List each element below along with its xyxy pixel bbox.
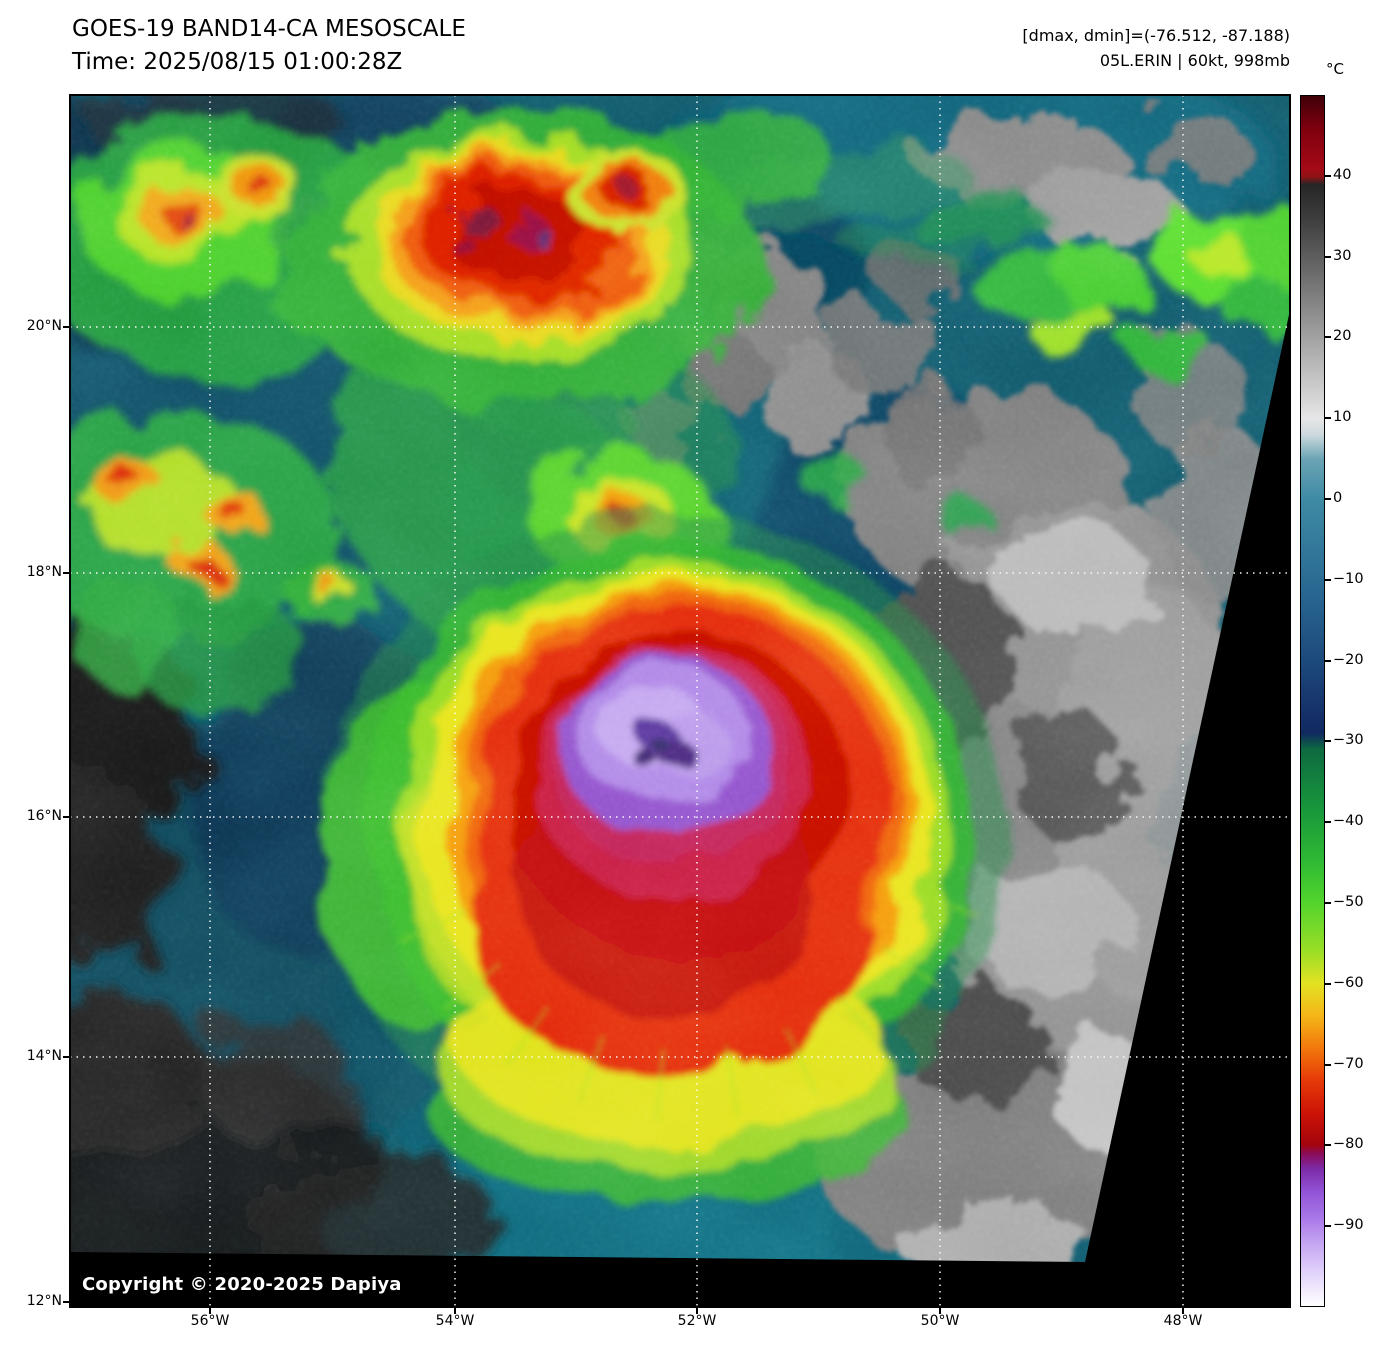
lon-label: 52°W <box>678 1313 717 1329</box>
colorbar-tick <box>1325 579 1331 581</box>
colorbar-tick <box>1325 821 1331 823</box>
lon-axis-tick <box>209 1307 211 1314</box>
colorbar-tick-label: −30 <box>1333 732 1364 748</box>
lat-axis-tick <box>63 1301 70 1303</box>
sensor-grain-texture <box>70 95 1290 1307</box>
colorbar-tick-label: −60 <box>1333 975 1364 991</box>
colorbar-tick <box>1325 740 1331 742</box>
colorbar-tick <box>1325 256 1331 258</box>
colorbar-tick <box>1325 336 1331 338</box>
colorbar-tick-label: 30 <box>1333 248 1351 264</box>
product-title: GOES-19 BAND14-CA MESOSCALE <box>72 16 466 42</box>
satellite-product-page: GOES-19 BAND14-CA MESOSCALE Time: 2025/0… <box>0 0 1390 1359</box>
colorbar-tick <box>1325 660 1331 662</box>
lat-axis-tick <box>63 572 70 574</box>
lon-axis-tick <box>1182 1307 1184 1314</box>
colorbar-tick-label: −90 <box>1333 1217 1364 1233</box>
lon-label: 54°W <box>436 1313 475 1329</box>
lat-label: 14°N <box>27 1048 62 1064</box>
satellite-map-panel: Copyright © 2020-2025 Dapiya <box>70 95 1290 1307</box>
colorbar-unit-label: °C <box>1326 60 1344 78</box>
lat-axis-tick <box>63 816 70 818</box>
colorbar-tick-label: −10 <box>1333 571 1364 587</box>
lat-label: 16°N <box>27 808 62 824</box>
colorbar-tick <box>1325 1225 1331 1227</box>
copyright-label: Copyright © 2020-2025 Dapiya <box>82 1274 402 1295</box>
colorbar-tick <box>1325 417 1331 419</box>
lon-label: 50°W <box>921 1313 960 1329</box>
colorbar-tick-label: −80 <box>1333 1136 1364 1152</box>
colorbar-tick <box>1325 902 1331 904</box>
lat-axis-tick <box>63 326 70 328</box>
colorbar-tick-label: 40 <box>1333 167 1351 183</box>
lon-axis-tick <box>696 1307 698 1314</box>
colorbar-tick-label: −40 <box>1333 813 1364 829</box>
colorbar-tick-label: −70 <box>1333 1056 1364 1072</box>
colorbar-tick <box>1325 1064 1331 1066</box>
hurricane-ir-image <box>70 95 1290 1307</box>
scan-data-region <box>70 95 1290 1307</box>
colorbar-tick-label: −20 <box>1333 652 1364 668</box>
lat-axis-tick <box>63 1056 70 1058</box>
colorbar-tick-label: −50 <box>1333 894 1364 910</box>
time-label: Time: 2025/08/15 01:00:28Z <box>72 49 402 75</box>
colorbar-tick <box>1325 983 1331 985</box>
lat-label: 18°N <box>27 564 62 580</box>
lat-label: 12°N <box>27 1293 62 1309</box>
colorbar-tick-label: 10 <box>1333 409 1351 425</box>
dmax-dmin-label: [dmax, dmin]=(-76.512, -87.188) <box>1022 26 1290 45</box>
lon-label: 56°W <box>191 1313 230 1329</box>
colorbar-tick <box>1325 1144 1331 1146</box>
lat-label: 20°N <box>27 318 62 334</box>
lon-axis-tick <box>939 1307 941 1314</box>
colorbar-tick <box>1325 498 1331 500</box>
storm-info-label: 05L.ERIN | 60kt, 998mb <box>1100 51 1290 70</box>
lon-axis-tick <box>454 1307 456 1314</box>
colorbar <box>1300 95 1325 1307</box>
colorbar-tick-label: 0 <box>1333 490 1342 506</box>
colorbar-tick <box>1325 175 1331 177</box>
colorbar-tick-label: 20 <box>1333 328 1351 344</box>
lon-label: 48°W <box>1164 1313 1203 1329</box>
